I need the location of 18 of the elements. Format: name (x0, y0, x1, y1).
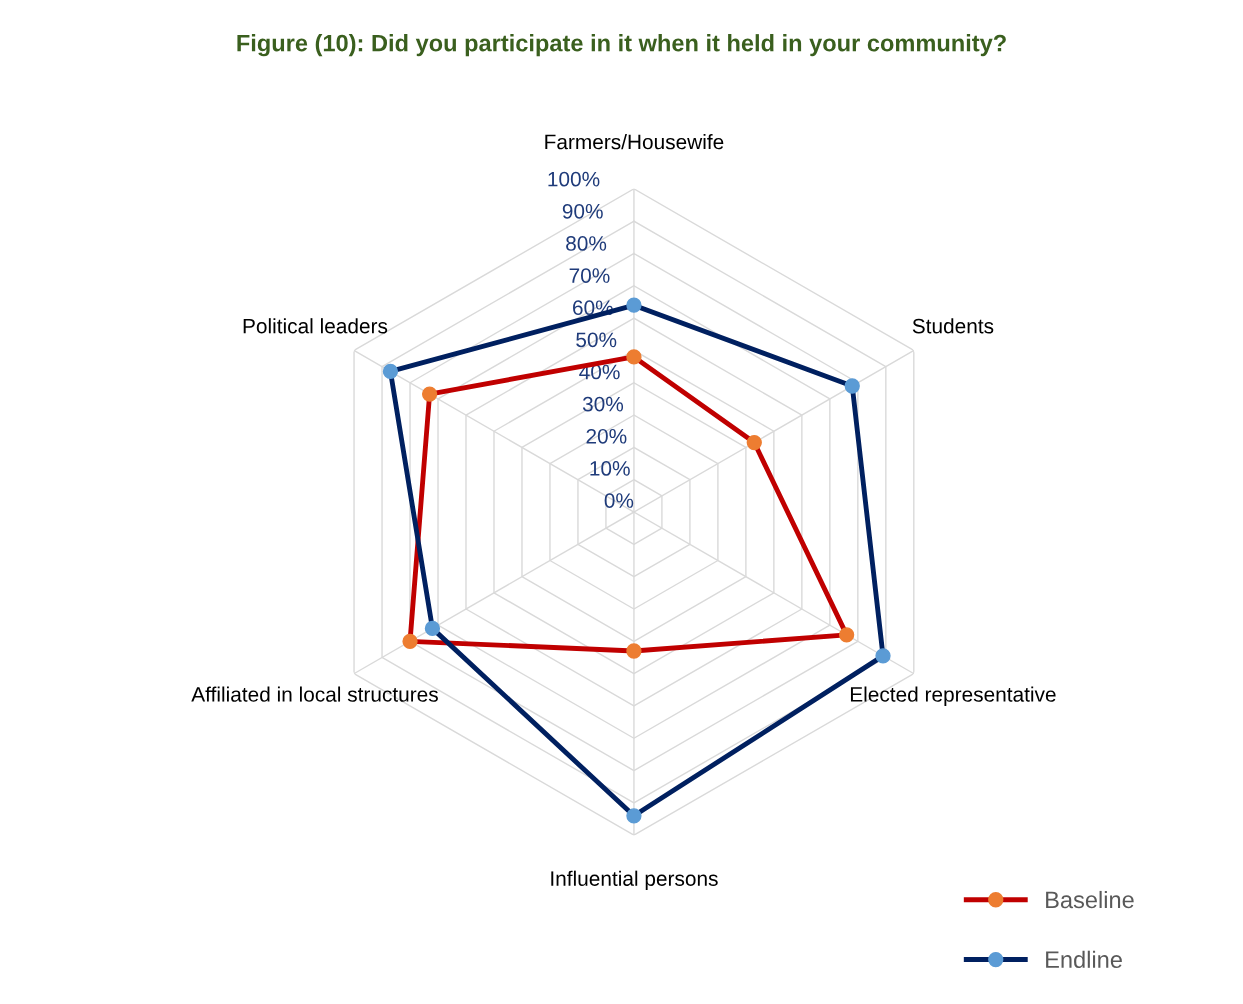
y-tick-label: 0% (604, 493, 634, 508)
y-tick-label: 30% (582, 396, 624, 412)
y-tick-label: 50% (576, 332, 617, 348)
spoke-label: Affiliated in local structures (191, 686, 438, 702)
y-tick-label: 10% (590, 461, 630, 476)
y-tick-label: 100% (548, 171, 600, 187)
y-tick-label: 70% (569, 268, 610, 283)
spoke-label: Political leaders (243, 318, 388, 334)
chart-title: Figure (10): Did you participate in it when it held in your community? (237, 34, 1006, 57)
spoke-label: Influential persons (551, 870, 718, 891)
legend-label: Baseline (1046, 890, 1134, 909)
spoke-label: Students (912, 318, 994, 334)
spoke-label: Farmers/Housewife (545, 134, 724, 150)
y-tick-label: 90% (562, 203, 603, 219)
legend-label: Endline (1046, 950, 1122, 969)
spoke-label: Elected representative (850, 686, 1056, 706)
y-tick-label: 20% (586, 428, 627, 444)
y-tick-label: 80% (566, 236, 607, 251)
